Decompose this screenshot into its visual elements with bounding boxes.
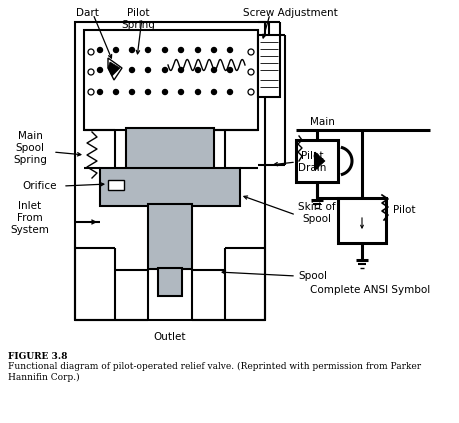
Circle shape: [113, 90, 118, 94]
Polygon shape: [108, 58, 122, 80]
Circle shape: [196, 68, 201, 72]
Text: Complete ANSI Symbol: Complete ANSI Symbol: [310, 285, 430, 295]
Text: Functional diagram of pilot-operated relief valve. (Reprinted with permission fr: Functional diagram of pilot-operated rel…: [8, 362, 421, 382]
Text: Pilot: Pilot: [393, 205, 415, 215]
Circle shape: [146, 68, 151, 72]
Circle shape: [196, 47, 201, 52]
Bar: [338, 198, 386, 243]
Circle shape: [162, 68, 168, 72]
Bar: [84, 30, 258, 130]
Text: Main: Main: [309, 117, 335, 127]
Circle shape: [162, 90, 168, 94]
Text: Outlet: Outlet: [154, 332, 186, 342]
Circle shape: [97, 68, 102, 72]
Circle shape: [179, 68, 184, 72]
Circle shape: [129, 68, 134, 72]
Circle shape: [179, 90, 184, 94]
Bar: [75, 22, 265, 320]
Circle shape: [146, 90, 151, 94]
Bar: [158, 268, 182, 296]
Circle shape: [113, 68, 118, 72]
Circle shape: [248, 49, 254, 55]
Bar: [296, 140, 338, 182]
Circle shape: [248, 69, 254, 75]
Text: Main
Spool
Spring: Main Spool Spring: [13, 132, 47, 165]
Bar: [126, 128, 214, 170]
Circle shape: [97, 90, 102, 94]
Circle shape: [88, 49, 94, 55]
Text: FIGURE 3.8: FIGURE 3.8: [8, 352, 67, 361]
Circle shape: [212, 68, 217, 72]
Circle shape: [146, 47, 151, 52]
Circle shape: [129, 90, 134, 94]
Circle shape: [129, 47, 134, 52]
Circle shape: [228, 68, 233, 72]
Circle shape: [248, 89, 254, 95]
Text: Dart: Dart: [76, 8, 98, 18]
Text: Pilot
Drain: Pilot Drain: [298, 151, 326, 173]
Circle shape: [179, 47, 184, 52]
Circle shape: [97, 47, 102, 52]
Circle shape: [228, 90, 233, 94]
Circle shape: [212, 47, 217, 52]
Text: Skirt of
Spool: Skirt of Spool: [298, 202, 336, 224]
Circle shape: [88, 69, 94, 75]
Text: Screw Adjustment: Screw Adjustment: [243, 8, 337, 18]
Text: Orifice: Orifice: [23, 181, 57, 191]
Polygon shape: [108, 62, 120, 76]
Circle shape: [196, 90, 201, 94]
Circle shape: [212, 90, 217, 94]
Text: Spool: Spool: [298, 271, 327, 281]
Text: Pilot
Spring: Pilot Spring: [121, 8, 155, 30]
Polygon shape: [315, 152, 325, 170]
Circle shape: [228, 47, 233, 52]
Circle shape: [88, 89, 94, 95]
Circle shape: [113, 47, 118, 52]
Text: Inlet
From
System: Inlet From System: [11, 201, 50, 235]
Bar: [258, 35, 280, 97]
Circle shape: [162, 47, 168, 52]
Bar: [100, 168, 240, 206]
Bar: [148, 204, 192, 269]
Bar: [108, 180, 124, 190]
